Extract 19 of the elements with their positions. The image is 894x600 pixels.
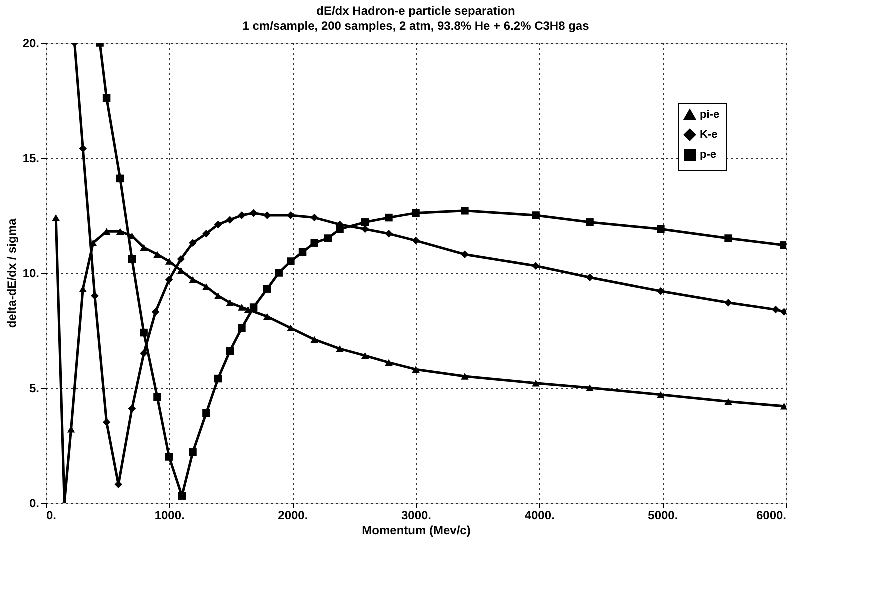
y-tick-label: 5.: [29, 382, 40, 396]
x-axis-title: Momentum (Mev/c): [362, 524, 471, 538]
y-tick-label: 10.: [22, 266, 40, 280]
x-tick-label: 5000.: [648, 508, 678, 522]
y-tick-label: 20.: [22, 36, 40, 50]
x-tick-label: 6000.: [756, 508, 786, 522]
x-tick-label: 2000.: [278, 508, 308, 522]
legend-label: K-e: [700, 129, 718, 141]
x-tick-label: 0.: [46, 508, 57, 522]
legend-label: p-e: [700, 149, 716, 161]
y-tick-label: 15.: [22, 152, 40, 166]
x-tick-label: 1000.: [154, 508, 185, 522]
x-tick-label: 4000.: [524, 508, 555, 522]
x-tick-label: 3000.: [401, 508, 432, 522]
chart-title: dE/dx Hadron-e particle separation: [316, 4, 516, 18]
y-axis-title: delta-dE/dx / sigma: [4, 218, 19, 328]
legend-label: pi-e: [700, 109, 720, 121]
y-tick-label: 0.: [29, 496, 40, 510]
chart-subtitle: 1 cm/sample, 200 samples, 2 atm, 93.8% He + 6.2% C3H8 gas: [242, 19, 590, 33]
